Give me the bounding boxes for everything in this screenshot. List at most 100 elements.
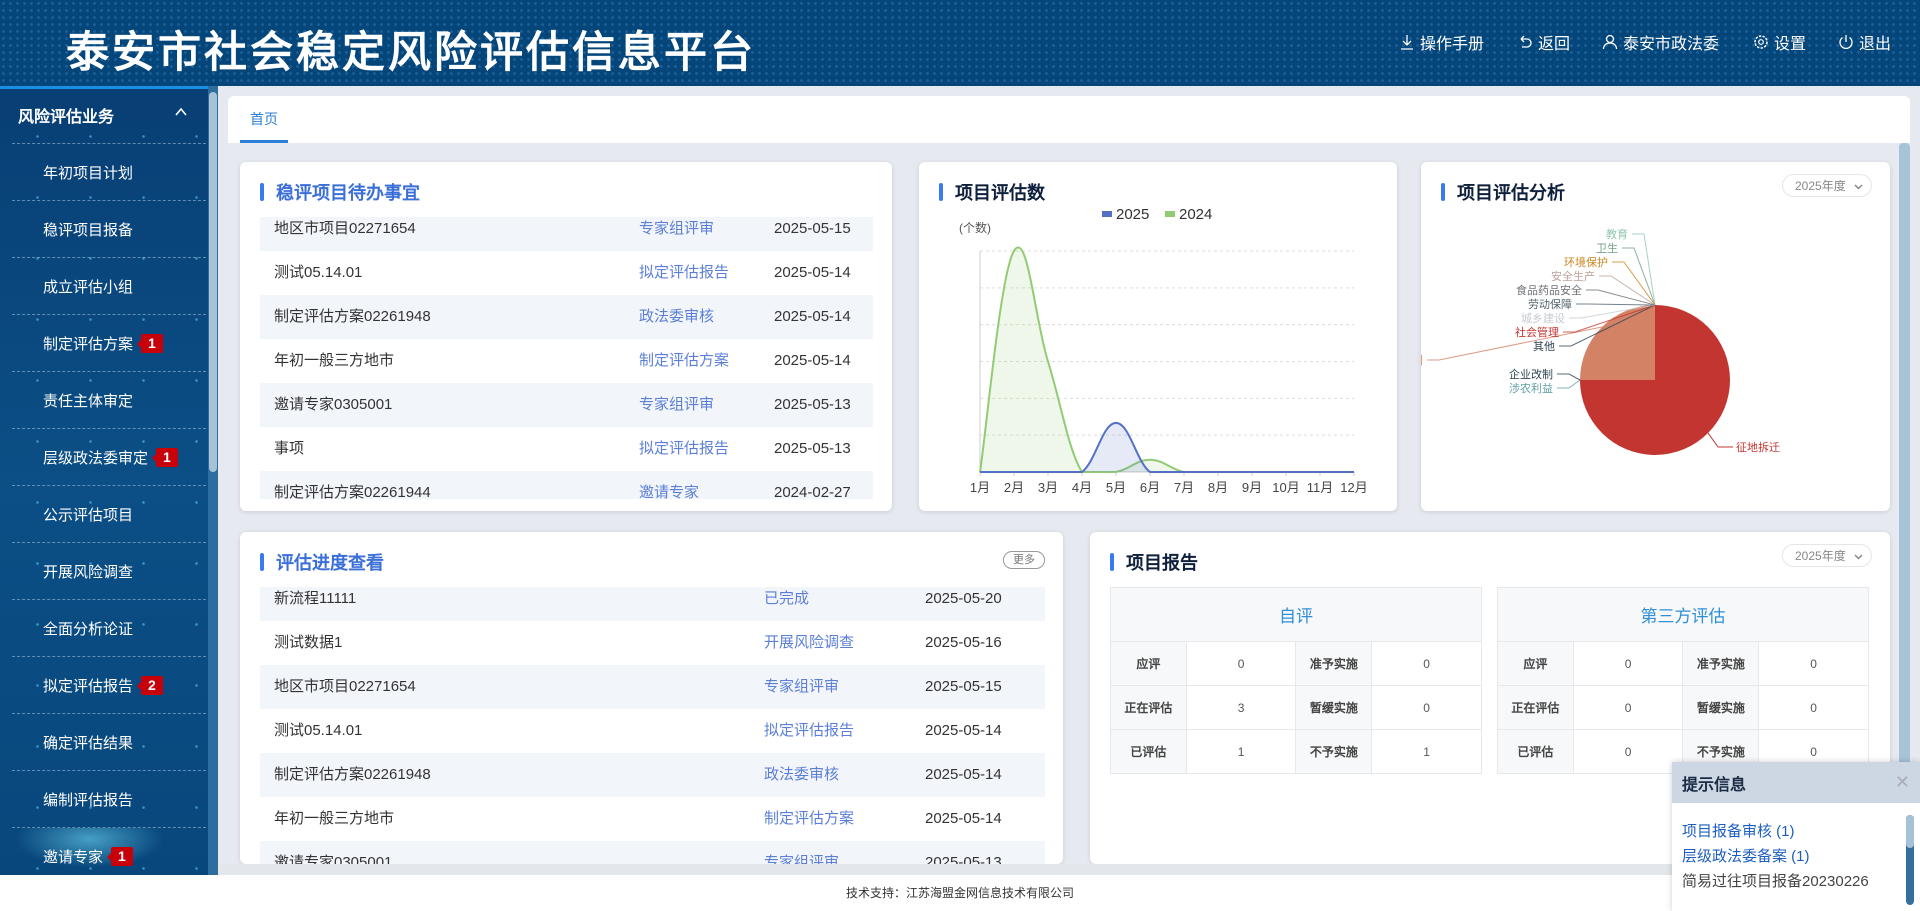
sidebar-item[interactable]: 层级政法委审定 1 (12, 428, 206, 485)
todo-list[interactable]: 地区市项目02271654 专家组评审 2025-05-15 测试05.14.01 拟定… (260, 217, 873, 499)
list-item[interactable]: 年初一般三方地市 制定评估方案 2025-05-14 (260, 797, 1045, 841)
list-item[interactable]: 年初一般三方地市 制定评估方案 2025-05-14 (260, 339, 873, 383)
header-power-button[interactable]: 退出 (1838, 30, 1891, 54)
sidebar-scroll-thumb[interactable] (209, 92, 217, 472)
stat-label: 应评 (1110, 641, 1187, 686)
item-status[interactable]: 拟定评估报告 (639, 440, 730, 457)
header-nav-label: 泰安市政法委 (1623, 36, 1720, 53)
item-name: 地区市项目02271654 (274, 220, 416, 237)
x-tick-label: 6月 (1140, 480, 1160, 495)
list-item[interactable]: 邀请专家0305001 专家组评审 2025-05-13 (260, 841, 1045, 864)
sidebar-item[interactable]: 年初项目计划 (12, 143, 206, 200)
item-name: 制定评估方案02261944 (274, 484, 431, 499)
item-name: 事项 (274, 440, 305, 457)
label-line (1427, 326, 1603, 361)
item-status[interactable]: 政法委审核 (764, 766, 840, 783)
pie-label: 社会管理 (1515, 325, 1559, 339)
label-line (1569, 304, 1656, 319)
item-status[interactable]: 拟定评估报告 (639, 264, 730, 281)
close-icon[interactable]: ✕ (1894, 772, 1910, 792)
item-status[interactable]: 拟定评估报告 (764, 722, 855, 739)
popup-scrollbar[interactable] (1906, 815, 1914, 905)
pie-label: 涉农利益 (1509, 381, 1553, 395)
evaluation-count-card: 项目评估数 (个数) 1月 2月 3月 4月 5月 6月 7月 8月 9月 10月 11月 12月 202… (919, 162, 1397, 511)
label-line (1557, 379, 1581, 389)
item-name: 测试05.14.01 (274, 722, 363, 739)
item-status[interactable]: 专家组评审 (764, 678, 840, 695)
chevron-down-icon (1854, 554, 1863, 560)
item-status[interactable]: 专家组评审 (764, 854, 840, 864)
pie-slice[interactable] (1580, 305, 1655, 380)
list-item[interactable]: 制定评估方案02261948 政法委审核 2025-05-14 (260, 295, 873, 339)
item-status[interactable]: 邀请专家 (639, 484, 700, 499)
item-status[interactable]: 制定评估方案 (639, 352, 730, 369)
list-item[interactable]: 地区市项目02271654 专家组评审 2025-05-15 (260, 217, 873, 251)
legend-swatch (1102, 211, 1112, 217)
item-status[interactable]: 已完成 (764, 590, 810, 607)
sidebar-item[interactable]: 开展风险调查 (12, 542, 206, 599)
horizontal-scrollbar[interactable] (218, 864, 1910, 875)
header-download-button[interactable]: 操作手册 (1399, 30, 1484, 54)
legend-item[interactable]: 2024 (1179, 206, 1212, 223)
tab-home[interactable]: 首页 (240, 96, 288, 143)
list-item[interactable]: 制定评估方案02261944 邀请专家 2024-02-27 (260, 471, 873, 499)
stat-value: 0 (1758, 685, 1869, 730)
pie-label: 安全生产 (1551, 269, 1595, 283)
sidebar-item[interactable]: 确定评估结果 (12, 713, 206, 770)
sidebar-item[interactable]: 拟定评估报告 2 (12, 656, 206, 713)
list-item[interactable]: 测试数据1 开展风险调查 2025-05-16 (260, 621, 1045, 665)
list-item[interactable]: 邀请专家0305001 专家组评审 2025-05-13 (260, 383, 873, 427)
header-gear-button[interactable]: 设置 (1753, 30, 1806, 54)
item-status[interactable]: 专家组评审 (639, 220, 715, 237)
year-select[interactable]: 2025年度 (1782, 174, 1872, 197)
item-status[interactable]: 制定评估方案 (764, 810, 855, 827)
sidebar-item[interactable]: 编制评估报告 (12, 770, 206, 827)
sidebar-item[interactable]: 全面分析论证 (12, 599, 206, 656)
progress-list[interactable]: 新流程11111 已完成 2025-05-20 测试数据1 开展风险调查 2025-05-… (260, 587, 1045, 864)
list-item[interactable]: 事项 拟定评估报告 2025-05-13 (260, 427, 873, 471)
sidebar-section-header[interactable]: 风险评估业务 (0, 89, 208, 141)
legend-swatch (1165, 211, 1175, 217)
header-nav-label: 操作手册 (1420, 36, 1485, 53)
header-undo-button[interactable]: 返回 (1517, 30, 1570, 54)
analysis-title: 项目评估分析 (1441, 180, 1565, 204)
sidebar-scrollbar[interactable] (208, 86, 218, 875)
sidebar-item[interactable]: 成立评估小组 (12, 257, 206, 314)
download-icon (1401, 35, 1413, 50)
list-item[interactable]: 地区市项目02271654 专家组评审 2025-05-15 (260, 665, 1045, 709)
count-badge: 1 (152, 447, 178, 467)
sidebar-item-label: 责任主体审定 (43, 392, 134, 410)
main-scrollbar[interactable] (1899, 143, 1910, 864)
legend-item[interactable]: 2025 (1116, 206, 1149, 223)
item-date: 2025-05-14 (774, 264, 851, 281)
notification-popup: 提示信息 ✕ 项目报备审核 (1) 层级政法委备案 (1) 简易过往项目报备2023… (1672, 762, 1920, 911)
label-line (1563, 304, 1656, 333)
popup-scroll-thumb[interactable] (1906, 815, 1914, 848)
list-item[interactable]: 测试05.14.01 拟定评估报告 2025-05-14 (260, 251, 873, 295)
sidebar-item[interactable]: 公示评估项目 (12, 485, 206, 542)
item-date: 2025-05-13 (925, 854, 1002, 864)
report-table-title: 自评 (1110, 587, 1482, 642)
item-date: 2025-05-16 (925, 634, 1002, 651)
popup-item[interactable]: 项目报备审核 (1) (1682, 823, 1795, 840)
item-status[interactable]: 专家组评审 (639, 396, 715, 413)
stat-value: 0 (1572, 729, 1684, 774)
popup-item: 简易过往项目报备20230226 (1682, 873, 1869, 890)
sidebar-item[interactable]: 责任主体审定 (12, 371, 206, 428)
sidebar-item[interactable]: 制定评估方案 1 (12, 314, 206, 371)
list-item[interactable]: 制定评估方案02261948 政法委审核 2025-05-14 (260, 753, 1045, 797)
x-tick-label: 8月 (1208, 480, 1228, 495)
list-item[interactable]: 测试05.14.01 拟定评估报告 2025-05-14 (260, 709, 1045, 753)
report-year-select[interactable]: 2025年度 (1782, 544, 1872, 567)
more-button[interactable]: 更多 (1003, 551, 1045, 569)
x-tick-label: 12月 (1340, 480, 1367, 495)
pie-label: 其他 (1533, 340, 1555, 353)
x-tick-label: 3月 (1038, 480, 1058, 495)
sidebar-item[interactable]: 稳评项目报备 (12, 200, 206, 257)
item-status[interactable]: 政法委审核 (639, 308, 715, 325)
popup-item[interactable]: 层级政法委备案 (1) (1682, 848, 1810, 865)
list-item[interactable]: 新流程11111 已完成 2025-05-20 (260, 587, 1045, 621)
header-user-button[interactable]: 泰安市政法委 (1602, 30, 1719, 54)
item-status[interactable]: 开展风险调查 (764, 634, 855, 651)
sidebar-item[interactable]: 邀请专家 1 (12, 827, 206, 875)
